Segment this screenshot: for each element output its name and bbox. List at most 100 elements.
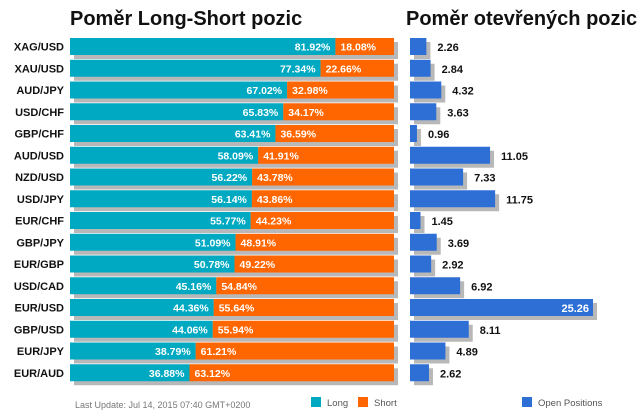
short-percent-label: 49.22%	[240, 259, 276, 271]
short-bar	[213, 299, 394, 316]
open-positions-bar-shadow	[414, 129, 421, 146]
legend-open-positions-swatch	[522, 397, 532, 407]
open-positions-bar	[410, 81, 442, 99]
short-bar	[216, 277, 394, 295]
open-positions-value: 2.84	[442, 64, 464, 76]
short-bar	[335, 38, 394, 55]
long-bar	[70, 81, 288, 99]
open-positions-bar	[410, 233, 437, 251]
legend-short-label: Short	[374, 398, 397, 409]
long-bar	[70, 320, 213, 338]
long-percent-label: 36.88%	[149, 368, 185, 380]
long-percent-label: 45.16%	[176, 281, 212, 293]
long-percent-label: 67.02%	[247, 85, 283, 97]
open-positions-bar	[410, 212, 421, 229]
short-bar	[189, 364, 394, 382]
open-positions-value: 11.05	[501, 151, 528, 163]
long-percent-label: 81.92%	[295, 42, 331, 54]
pair-label: GBP/USD	[14, 324, 64, 336]
short-bar	[252, 168, 394, 186]
short-bar	[234, 255, 394, 273]
short-percent-label: 61.21%	[201, 346, 237, 358]
short-bar	[287, 81, 394, 99]
open-positions-value: 2.92	[442, 260, 463, 272]
long-percent-label: 56.14%	[211, 194, 247, 206]
short-bar	[235, 233, 394, 251]
open-positions-value: 3.63	[447, 107, 468, 119]
open-positions-bar	[410, 320, 469, 338]
pair-label: EUR/AUD	[14, 368, 64, 380]
last-update-text: Last Update: Jul 14, 2015 07:40 GMT+0200	[75, 400, 250, 410]
short-percent-label: 43.86%	[257, 194, 293, 206]
long-bar	[70, 38, 336, 55]
open-positions-bar	[410, 255, 432, 273]
pair-label: EUR/USD	[14, 303, 64, 315]
pair-label: USD/JPY	[17, 194, 65, 206]
long-percent-label: 77.34%	[280, 63, 316, 75]
long-bar	[70, 212, 251, 229]
long-percent-label: 55.77%	[210, 216, 246, 228]
open-positions-bar	[410, 364, 429, 382]
open-positions-value: 2.26	[437, 42, 458, 54]
open-positions-bar	[410, 277, 461, 295]
pair-label: USD/CHF	[15, 107, 64, 119]
short-percent-label: 55.94%	[218, 324, 254, 336]
open-positions-bar	[410, 38, 427, 55]
pair-label: EUR/CHF	[15, 216, 64, 228]
long-bar	[70, 125, 276, 142]
short-percent-label: 34.17%	[288, 107, 324, 119]
short-percent-label: 54.84%	[221, 281, 257, 293]
short-percent-label: 55.64%	[219, 303, 255, 315]
legend-open-positions-label: Open Positions	[538, 398, 603, 409]
short-bar	[251, 190, 394, 208]
open-positions-bar	[410, 125, 417, 142]
short-bar	[250, 212, 394, 229]
pair-label: NZD/USD	[15, 172, 64, 184]
pair-label: XAU/USD	[14, 63, 64, 75]
long-bar	[70, 364, 190, 382]
long-bar	[70, 146, 259, 164]
open-positions-value: 8.11	[480, 325, 501, 337]
pair-label: XAG/USD	[14, 42, 64, 54]
short-percent-label: 48.91%	[241, 237, 277, 249]
long-percent-label: 51.09%	[195, 237, 231, 249]
long-bar	[70, 190, 252, 208]
short-percent-label: 32.98%	[292, 85, 328, 97]
short-percent-label: 43.78%	[257, 172, 293, 184]
pair-label: EUR/JPY	[17, 346, 65, 358]
long-percent-label: 44.06%	[172, 324, 208, 336]
pair-label: AUD/JPY	[16, 85, 64, 97]
short-bar	[320, 59, 394, 77]
open-positions-bar	[410, 168, 464, 186]
open-positions-value: 4.32	[452, 86, 473, 98]
open-positions-bar	[410, 190, 496, 208]
short-bar	[212, 320, 394, 338]
open-positions-value: 3.69	[448, 238, 469, 250]
open-positions-value: 1.45	[432, 216, 453, 228]
long-bar	[70, 255, 235, 273]
short-percent-label: 22.66%	[326, 63, 362, 75]
right-chart-title: Poměr otevřených pozic	[406, 8, 637, 30]
pair-label: GBP/JPY	[16, 237, 64, 249]
pair-label: EUR/GBP	[14, 259, 64, 271]
open-positions-value: 11.75	[506, 194, 533, 206]
open-positions-bar	[410, 146, 491, 164]
short-bar	[283, 103, 394, 121]
long-percent-label: 38.79%	[155, 346, 191, 358]
open-positions-bar	[410, 103, 437, 121]
pair-label: AUD/USD	[14, 150, 64, 162]
long-percent-label: 44.36%	[173, 303, 209, 315]
short-percent-label: 41.91%	[263, 150, 299, 162]
open-positions-bar	[410, 59, 431, 77]
open-positions-value: 2.62	[440, 368, 461, 380]
long-bar	[70, 59, 321, 77]
short-percent-label: 44.23%	[256, 216, 292, 228]
open-positions-value: 25.26	[561, 303, 589, 315]
long-bar	[70, 277, 217, 295]
long-percent-label: 63.41%	[235, 129, 271, 141]
long-percent-label: 65.83%	[243, 107, 279, 119]
long-bar	[70, 233, 236, 251]
pair-label: USD/CAD	[14, 281, 64, 293]
long-bar	[70, 103, 284, 121]
